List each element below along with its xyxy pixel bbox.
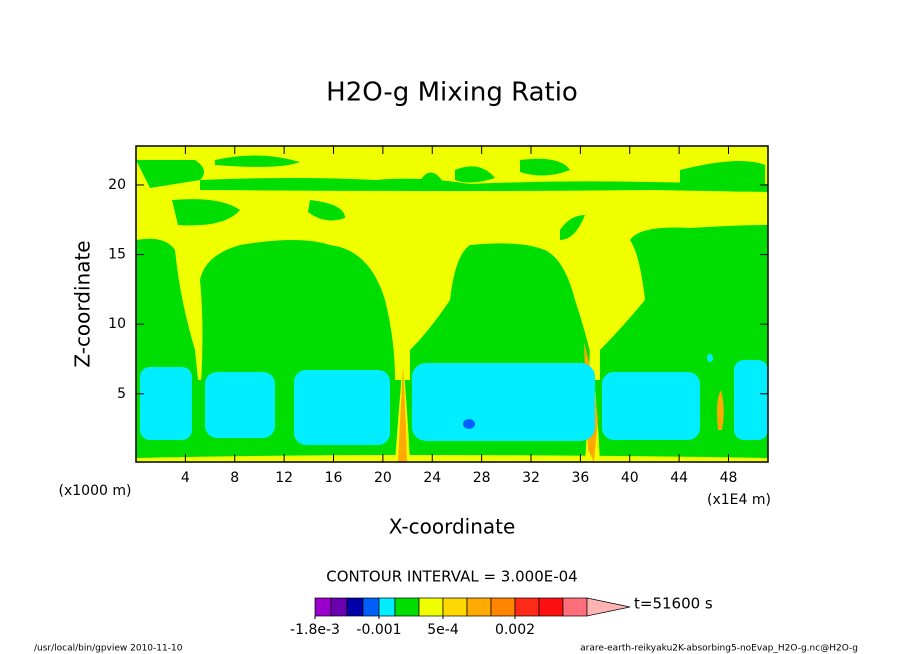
x-tick-label: 44 bbox=[670, 470, 688, 486]
x-tick-label: 16 bbox=[325, 470, 343, 486]
colorbar-box bbox=[378, 597, 396, 617]
colorbar-box bbox=[394, 597, 420, 617]
contour-region bbox=[140, 367, 192, 440]
colorbar-box bbox=[466, 597, 492, 617]
colorbar-box bbox=[538, 597, 564, 617]
colorbar-box bbox=[362, 597, 380, 617]
x-tick-label: 28 bbox=[473, 470, 491, 486]
contour-interval: CONTOUR INTERVAL = 3.000E-04 bbox=[326, 568, 577, 586]
contour-region bbox=[205, 372, 275, 438]
x-tick-label: 48 bbox=[720, 470, 738, 486]
colorbar-box bbox=[442, 597, 468, 617]
x-tick-label: 24 bbox=[423, 470, 441, 486]
y-tick-label: 5 bbox=[117, 386, 126, 402]
colorbar-extension bbox=[586, 597, 631, 617]
contour-region bbox=[412, 363, 595, 441]
colorbar-box bbox=[314, 597, 332, 617]
time-label: t=51600 s bbox=[634, 595, 713, 613]
x-tick-label: 40 bbox=[621, 470, 639, 486]
x-tick-label: 32 bbox=[522, 470, 540, 486]
contour-region bbox=[294, 370, 390, 445]
plot-frame bbox=[135, 145, 769, 463]
x-tick-label: 8 bbox=[230, 470, 239, 486]
y-axis-label: Z-coordinate bbox=[71, 240, 95, 367]
colorbar-tick-label: -0.001 bbox=[356, 622, 401, 638]
x-tick-label: 36 bbox=[571, 470, 589, 486]
x-unit-label: (x1E4 m) bbox=[707, 492, 771, 508]
contour-region bbox=[136, 455, 768, 462]
colorbar-tick-label: -1.8e-3 bbox=[290, 622, 340, 638]
colorbar-box bbox=[418, 597, 444, 617]
contour-region bbox=[707, 354, 713, 362]
y-tick-label: 10 bbox=[108, 316, 126, 332]
y-tick-label: 20 bbox=[108, 177, 126, 193]
colorbar-tick-label: 5e-4 bbox=[427, 622, 459, 638]
contour-region bbox=[463, 419, 475, 429]
contour-region bbox=[734, 360, 768, 440]
colorbar-tick-label: 0.002 bbox=[495, 622, 535, 638]
x-unit-label: (x1000 m) bbox=[59, 483, 132, 499]
colorbar-box bbox=[490, 597, 516, 617]
colorbar-box bbox=[330, 597, 348, 617]
chart-title: H2O-g Mixing Ratio bbox=[326, 78, 578, 108]
footer-left: /usr/local/bin/gpview 2010-11-10 bbox=[34, 644, 183, 654]
contour-field bbox=[136, 146, 768, 462]
x-tick-label: 12 bbox=[275, 470, 293, 486]
x-axis-label: X-coordinate bbox=[389, 515, 516, 539]
x-tick-label: 4 bbox=[181, 470, 190, 486]
footer-right: arare-earth-reikyaku2K-absorbing5-noEvap… bbox=[580, 644, 858, 654]
y-tick-label: 15 bbox=[108, 247, 126, 263]
colorbar-box bbox=[562, 597, 588, 617]
colorbar-box bbox=[346, 597, 364, 617]
contour-region bbox=[136, 155, 768, 240]
contour-region bbox=[602, 372, 700, 440]
x-tick-label: 20 bbox=[374, 470, 392, 486]
colorbar-box bbox=[514, 597, 540, 617]
